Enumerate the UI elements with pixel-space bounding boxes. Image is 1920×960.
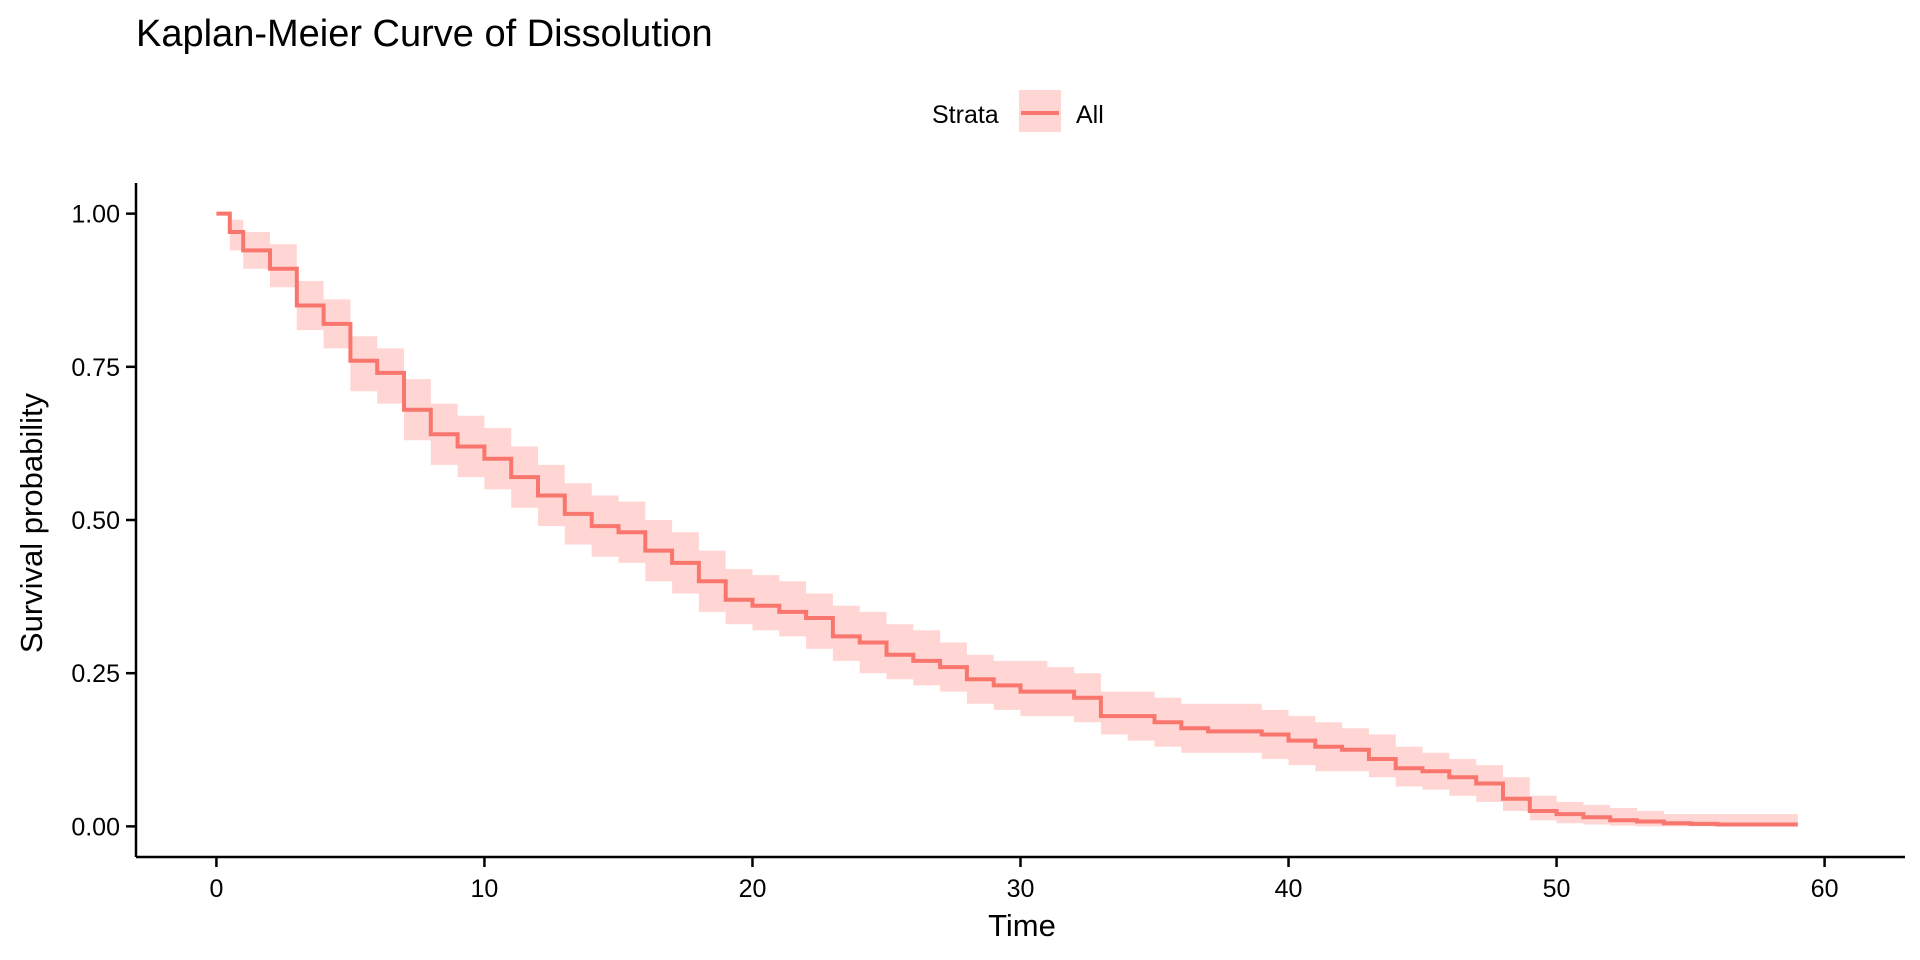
x-axis-title: Time: [988, 908, 1056, 943]
legend-title: Strata: [932, 101, 999, 129]
x-tick-label: 20: [739, 875, 767, 903]
x-tick-label: 60: [1811, 875, 1839, 903]
y-axis-title: Survival probability: [14, 392, 49, 653]
axes: 0 10 20 30 40 50 60 0.00 0.25 0.50 0.75 1.00: [71, 183, 1905, 903]
survival-curve: [216, 211, 1798, 827]
legend-label-all: All: [1076, 101, 1104, 129]
legend: Strata All: [932, 90, 1104, 132]
confidence-band: [216, 213, 1798, 827]
x-tick-label: 40: [1275, 875, 1303, 903]
y-tick-label: 0.50: [71, 507, 120, 535]
y-tick-label: 0.00: [71, 813, 120, 841]
y-tick-label: 0.25: [71, 660, 120, 688]
x-tick-label: 30: [1007, 875, 1035, 903]
x-tick-label: 10: [471, 875, 499, 903]
y-tick-label: 0.75: [71, 354, 120, 382]
x-tick-label: 50: [1543, 875, 1571, 903]
chart-title: Kaplan-Meier Curve of Dissolution: [136, 13, 713, 55]
plot-area: [216, 211, 1798, 827]
x-tick-label: 0: [209, 875, 223, 903]
y-tick-label: 1.00: [71, 201, 120, 229]
